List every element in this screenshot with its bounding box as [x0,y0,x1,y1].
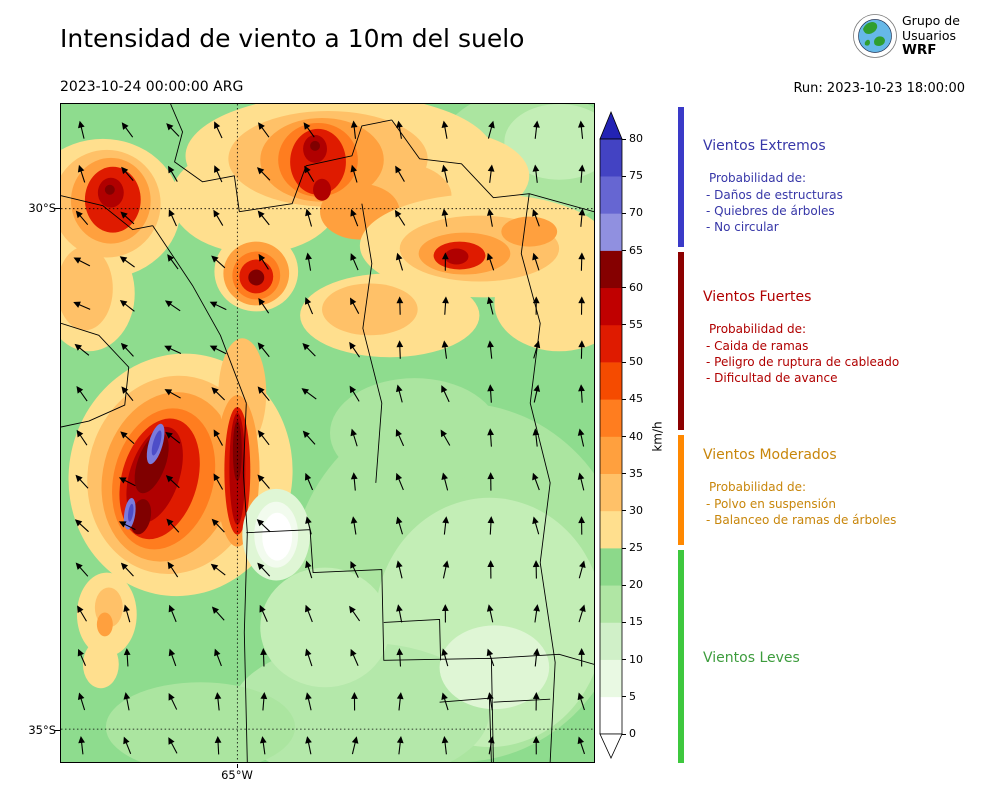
colorbar-tick-label: 30 [629,503,643,517]
colorbar-tick-label: 15 [629,615,643,629]
colorbar-tickmark [622,733,626,735]
legend-item: - Dificultad de avance [706,371,838,385]
colorbar-tickmark [622,621,626,623]
legend-item: - Daños de estructuras [706,188,843,202]
colorbar-tickmark [622,510,626,512]
colorbar-tick-label: 50 [629,355,643,369]
y-axis-tick-30s: 30°S [28,201,56,215]
colorbar-tick-label: 20 [629,578,643,592]
colorbar-bands [600,139,622,735]
y-axis-tick-35s: 35°S [28,723,56,737]
wind-intensity-map-svg [61,104,594,762]
legend-title: Vientos Extremos [703,138,826,154]
province-borders [61,104,594,762]
legend-title: Vientos Fuertes [703,289,812,305]
legend-probability-label: Probabilidad de: [709,171,807,185]
colorbar-tick-label: 80 [629,132,643,145]
wind-arrows-layer [73,120,586,755]
globe-icon [853,14,897,58]
colorbar-tickmark [622,473,626,475]
wind-speed-field [61,104,594,762]
colorbar-tickmark [622,398,626,400]
page-title: Intensidad de viento a 10m del suelo [60,24,525,53]
colorbar-under-arrow [599,733,623,759]
colorbar-unit-label: km/h [650,421,665,452]
colorbar-tickmark [622,250,626,252]
colorbar-tickmark [622,584,626,586]
legend-title: Vientos Moderados [703,447,837,463]
axis-tick [55,730,60,731]
colorbar [599,110,623,759]
x-axis-tick-65w: 65°W [221,768,253,782]
wrf-logo [852,13,898,63]
colorbar-tick-label: 75 [629,169,643,183]
colorbar-tickmark [622,547,626,549]
graticule-lines [61,104,594,762]
legend-item: - Polvo en suspensión [706,497,836,511]
legend-section-vientos-leves: Vientos Leves [703,650,993,683]
legend-item: - Quiebres de árboles [706,204,835,218]
colorbar-tick-label: 65 [629,243,643,257]
valid-datetime: 2023-10-24 00:00:00 ARG [60,79,244,95]
logo-line-3: WRF [902,42,937,58]
colorbar-tickmark [622,138,626,140]
run-datetime: Run: 2023-10-23 18:00:00 [793,81,965,96]
legend-accent-extremos [678,107,684,247]
axis-tick [55,208,60,209]
colorbar-tick-label: 25 [629,541,643,555]
legend-item: - No circular [706,220,779,234]
colorbar-tickmark [622,361,626,363]
legend-section-vientos-extremos: Vientos Extremos Probabilidad de: - Daño… [703,138,993,235]
colorbar-tick-label: 35 [629,466,643,480]
colorbar-tick-label: 70 [629,206,643,220]
legend-probability-label: Probabilidad de: [709,322,807,336]
colorbar-tick-label: 60 [629,280,643,294]
legend-item: - Balanceo de ramas de árboles [706,513,897,527]
colorbar-ticks: 0 5 10 15 20 25 30 35 40 45 50 55 60 65 70 75 80 [622,132,664,740]
legend-probability-label: Probabilidad de: [709,480,807,494]
colorbar-tickmark [622,175,626,177]
legend-title: Vientos Leves [703,650,800,666]
legend-accent-fuertes [678,252,684,430]
colorbar-tickmark [622,287,626,289]
colorbar-tick-label: 0 [629,727,636,740]
logo-text: Grupo de Usuarios WRF [902,13,960,58]
colorbar-tick-label: 45 [629,392,643,406]
colorbar-tick-label: 55 [629,317,643,331]
axis-tick [237,764,238,768]
colorbar-tickmark [622,324,626,326]
legend-accent-leves [678,550,684,763]
logo-line-2: Usuarios [902,27,957,43]
legend-item: - Peligro de ruptura de cableado [706,355,900,369]
colorbar-tickmark [622,659,626,661]
colorbar-tick-label: 40 [629,429,643,443]
legend-section-vientos-moderados: Vientos Moderados Probabilidad de: - Pol… [703,447,993,528]
colorbar-tick-label: 5 [629,689,636,703]
legend-section-vientos-fuertes: Vientos Fuertes Probabilidad de: - Caida… [703,289,993,386]
legend-item: - Caida de ramas [706,339,809,353]
colorbar-tickmark [622,696,626,698]
colorbar-tickmark [622,436,626,437]
wind-map [60,103,595,763]
colorbar-tickmark [622,212,626,214]
logo-line-1: Grupo de [902,13,960,28]
colorbar-over-arrow [599,110,623,140]
legend-accent-moderados [678,435,684,545]
colorbar-tick-label: 10 [629,652,643,666]
